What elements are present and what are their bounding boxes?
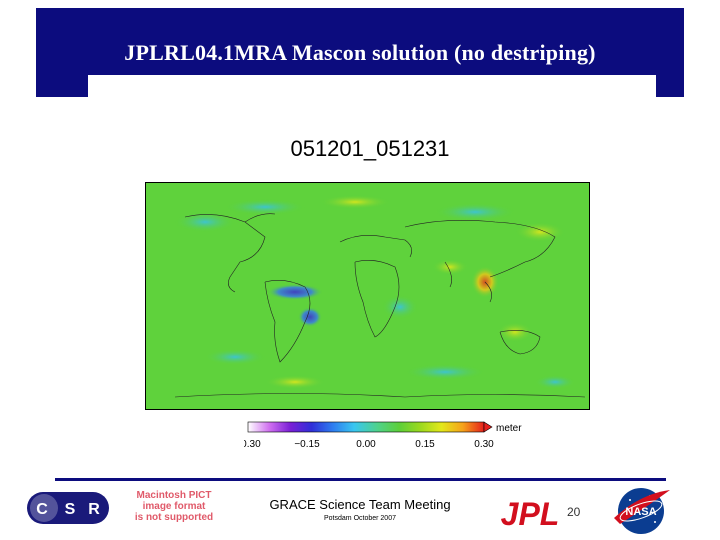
missing-image-placeholder: Macintosh PICT image format is not suppo…: [118, 490, 230, 526]
title-band-notch: [88, 75, 656, 99]
jpl-logo: JPL: [501, 496, 560, 529]
world-map-plot: [145, 182, 590, 410]
nasa-logo: NASA: [614, 488, 670, 534]
colorbar-unit: meter: [496, 423, 522, 434]
plot-title: 051201_051231: [290, 136, 450, 161]
meeting-name: GRACE Science Team Meeting: [269, 497, 451, 512]
csr-letter: R: [88, 501, 100, 518]
meeting-location: Potsdam October 2007: [324, 515, 396, 522]
csr-logo: C S R: [27, 492, 109, 524]
csr-letter: C: [36, 501, 48, 518]
colorbar-tick-label: 0.00: [356, 439, 376, 450]
footer-divider: [55, 478, 666, 481]
colorbar-tick-label: 0.15: [415, 439, 435, 450]
coastlines: [174, 213, 586, 398]
colorbar-tick-label: −0.30: [244, 439, 261, 450]
placeholder-line: image format: [142, 501, 206, 512]
colorbar: meter −0.30 −0.15 0.00 0.15 0.30: [244, 421, 522, 450]
placeholder-line: Macintosh PICT: [136, 490, 212, 501]
colorbar-arrow: [483, 421, 493, 433]
page-number: 20: [567, 505, 581, 519]
slide-title: JPLRL04.1MRA Mascon solution (no destrip…: [124, 40, 596, 65]
colorbar-gradient: [247, 421, 485, 433]
jpl-wordmark: JPL: [501, 496, 560, 529]
nasa-wordmark: NASA: [625, 506, 656, 518]
colorbar-tick-label: 0.30: [474, 439, 494, 450]
csr-letter: S: [65, 501, 76, 518]
colorbar-tick-label: −0.15: [294, 439, 320, 450]
anomaly-blobs: [175, 195, 575, 389]
placeholder-line: is not supported: [134, 512, 214, 523]
